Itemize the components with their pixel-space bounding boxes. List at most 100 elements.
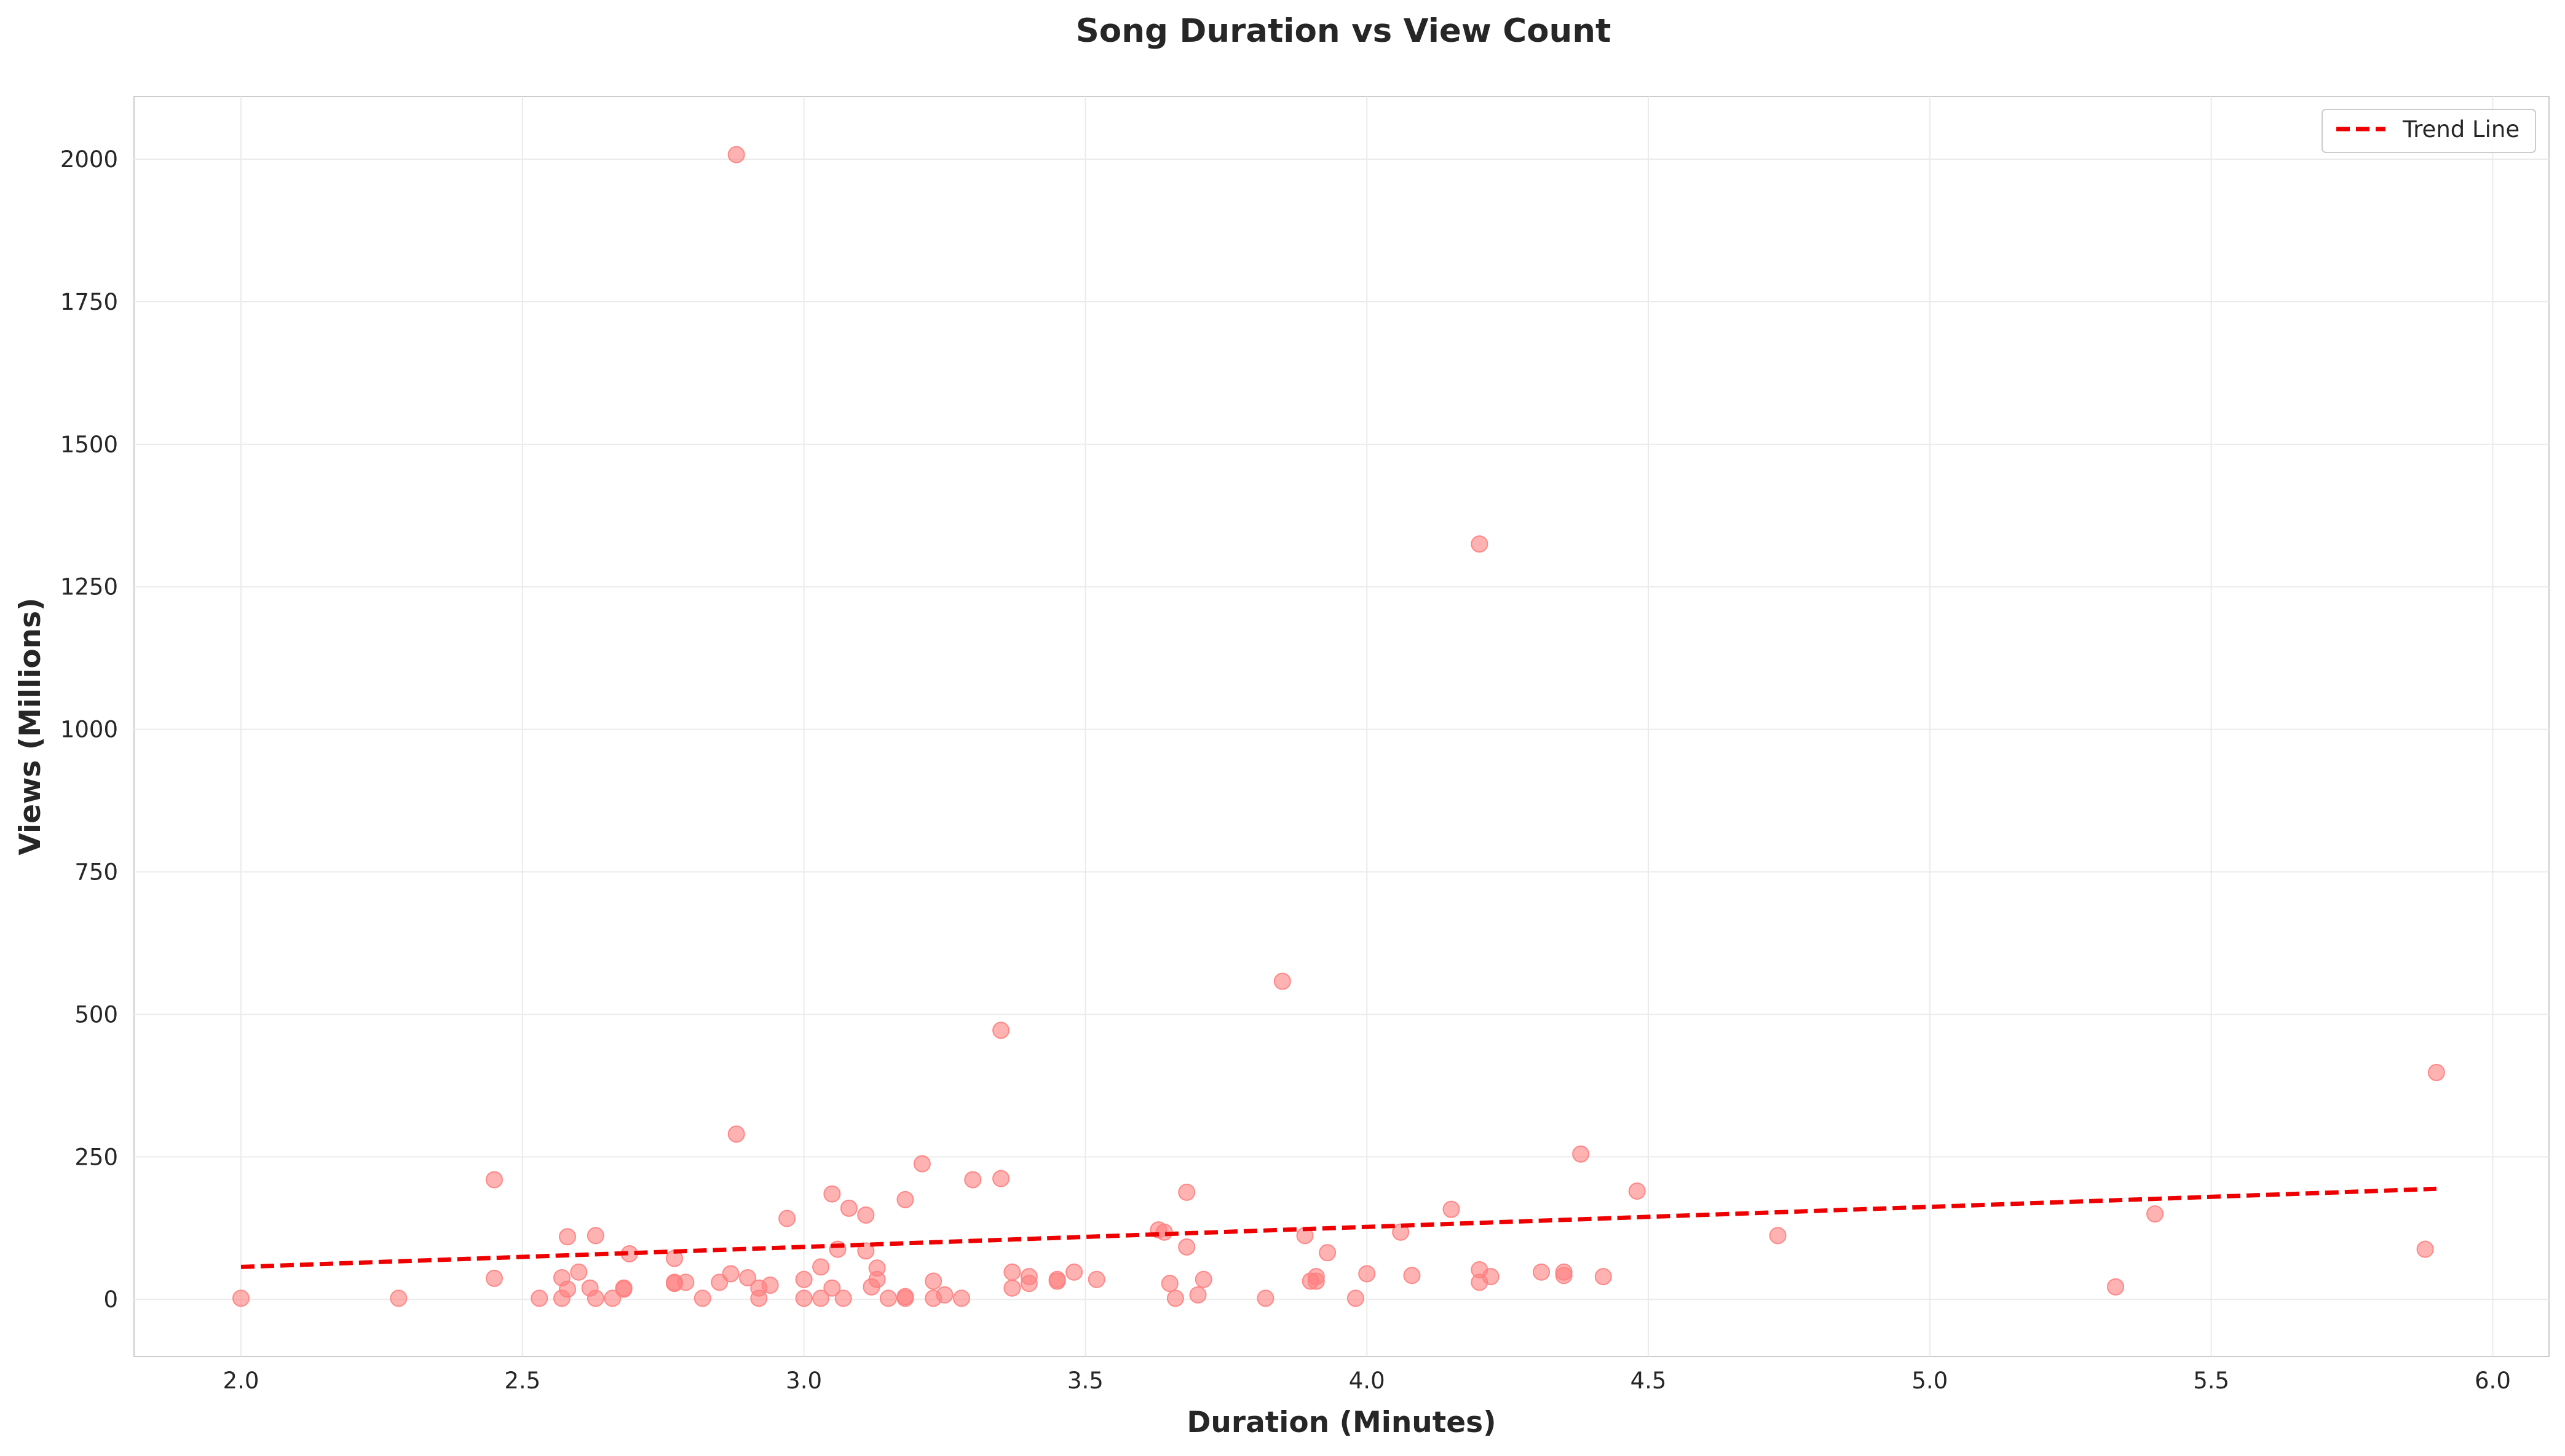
legend: Trend Line [2322,109,2536,153]
scatter-point [823,1185,841,1203]
scatter-point [232,1289,250,1307]
scatter-point [2416,1240,2434,1258]
x-tick-label: 2.5 [504,1367,540,1394]
scatter-point [1403,1267,1421,1285]
x-tick-label: 2.0 [223,1367,259,1394]
scatter-point [925,1272,943,1290]
scatter-point [1533,1263,1551,1281]
x-tick-label: 4.0 [1349,1367,1385,1394]
scatter-point [727,146,745,163]
y-tick-label: 0 [103,1286,118,1313]
scatter-point [823,1279,841,1297]
x-axis-ticks: 2.0 2.5 3.0 3.5 4.0 4.5 5.0 5.5 6.0 [223,1367,2511,1394]
scatter-point [1065,1263,1083,1281]
scatter-point [587,1227,604,1245]
scatter-point [559,1228,577,1246]
scatter-point [390,1289,408,1307]
x-tick-label: 5.5 [2193,1367,2229,1394]
scatter-point [1442,1200,1460,1218]
scatter-point [1471,535,1488,553]
scatter-point [559,1280,577,1298]
scatter-point [936,1286,954,1304]
scatter-point [1346,1289,1364,1307]
scatter-point [896,1190,914,1208]
x-tick-label: 6.0 [2475,1367,2511,1394]
x-axis-label: Duration (Minutes) [1187,1406,1496,1439]
scatter-point [1482,1268,1500,1286]
scatter-point [812,1258,830,1276]
scatter-point [857,1206,875,1224]
plot-background [133,96,2550,1357]
scatter-point [570,1263,588,1281]
scatter-point [2106,1278,2124,1296]
scatter-point [1178,1183,1196,1201]
scatter-point [531,1289,548,1307]
scatter-point [1358,1265,1376,1283]
scatter-point [879,1289,897,1307]
scatter-point [795,1289,813,1307]
scatter-point [896,1288,914,1305]
scatter-point [1392,1223,1410,1241]
scatter-point [1769,1227,1787,1245]
scatter-point [1020,1275,1038,1293]
scatter-point [761,1277,779,1294]
scatter-point [677,1273,695,1291]
scatter-point [604,1289,622,1307]
y-tick-label: 1500 [60,431,118,458]
scatter-point [1273,972,1291,990]
scatter-point [868,1270,886,1288]
scatter-point [812,1289,830,1307]
scatter-point [778,1210,796,1227]
y-axis-label: Views (Millions) [14,597,47,855]
legend-box [2322,109,2536,153]
y-axis-ticks: 0 250 500 750 1000 1250 1500 1750 2000 [60,146,118,1313]
scatter-point [727,1125,745,1143]
scatter-point [913,1155,931,1173]
scatter-point [722,1265,740,1283]
scatter-point [795,1270,813,1288]
scatter-point [834,1289,852,1307]
scatter-point [1048,1272,1066,1290]
y-tick-label: 1000 [60,717,118,743]
scatter-point [992,1170,1010,1187]
trend-line-layer [240,1186,2437,1269]
grid-lines [134,96,2549,1356]
scatter-point [1555,1267,1573,1285]
scatter-point [964,1171,982,1189]
scatter-point [1161,1275,1179,1293]
y-tick-label: 750 [74,859,118,886]
scatter-point [2146,1205,2164,1223]
scatter-point [485,1269,503,1287]
scatter-point [739,1269,757,1286]
scatter-point [1307,1268,1325,1286]
plot-area [133,96,2550,1357]
y-tick-label: 1750 [60,289,118,315]
trend-line [240,1186,2437,1269]
legend-label-trend-line: Trend Line [2402,116,2520,143]
chart-title: Song Duration vs View Count [1076,12,1611,50]
y-tick-label: 2000 [60,146,118,173]
scatter-point [1003,1263,1021,1281]
y-tick-label: 500 [74,1001,118,1028]
y-tick-label: 1250 [60,574,118,600]
scatter-point [840,1199,858,1217]
x-tick-label: 4.5 [1630,1367,1667,1394]
scatter-point [1178,1238,1196,1256]
scatter-point [1257,1289,1275,1307]
scatter-point [694,1289,711,1307]
scatter-point [615,1280,633,1298]
scatter-point [1594,1268,1612,1286]
scatter-point [2427,1064,2445,1082]
scatter-point [1628,1182,1646,1200]
x-tick-label: 5.0 [1911,1367,1948,1394]
scatter-point [992,1021,1010,1039]
scatter-point [1166,1289,1184,1307]
x-tick-label: 3.0 [786,1367,822,1394]
y-tick-label: 250 [74,1144,118,1170]
scatter-point [485,1171,503,1189]
scatter-point [1195,1270,1212,1288]
scatter-points [232,146,2445,1307]
scatter-point [1088,1270,1105,1288]
scatter-point [587,1289,604,1307]
